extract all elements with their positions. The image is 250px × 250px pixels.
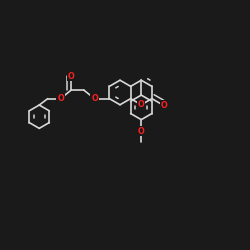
Text: O: O bbox=[68, 72, 74, 81]
Text: O: O bbox=[138, 127, 144, 136]
Text: O: O bbox=[160, 101, 167, 110]
Text: O: O bbox=[138, 100, 144, 109]
Text: O: O bbox=[91, 94, 98, 103]
Text: O: O bbox=[57, 94, 64, 103]
